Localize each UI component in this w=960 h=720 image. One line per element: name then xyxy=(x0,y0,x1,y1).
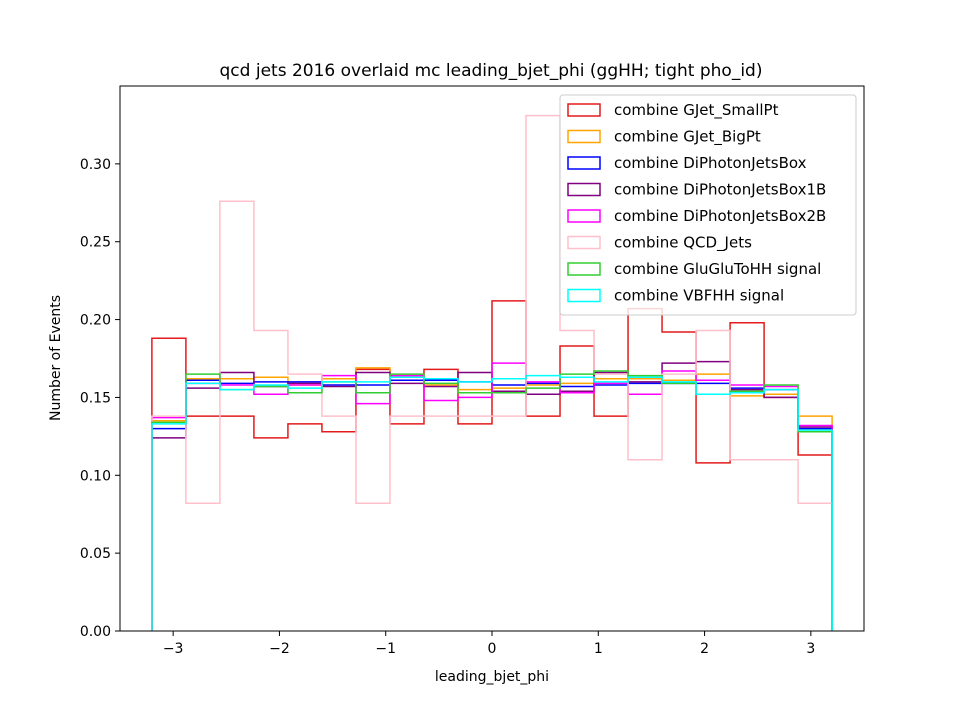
chart-title: qcd jets 2016 overlaid mc leading_bjet_p… xyxy=(220,61,763,81)
legend-swatch-2 xyxy=(567,156,601,170)
legend-swatch-1 xyxy=(567,129,601,144)
x-tick-label: 2 xyxy=(700,641,709,657)
x-tick-label: 0 xyxy=(488,641,497,657)
legend-swatch-3 xyxy=(567,182,601,197)
legend-swatch-6 xyxy=(567,262,601,276)
x-tick-label: −3 xyxy=(163,641,184,657)
y-tick-label: 0.15 xyxy=(80,390,111,406)
series-line-7 xyxy=(151,374,833,631)
x-axis-label: leading_bjet_phi xyxy=(435,669,549,685)
legend-label-4: combine DiPhotonJetsBox2B xyxy=(614,207,826,225)
y-tick-label: 0.10 xyxy=(80,468,111,484)
series-layer xyxy=(151,114,833,631)
legend-label-5: combine QCD_Jets xyxy=(614,234,752,253)
legend-label-1: combine GJet_BigPt xyxy=(614,128,761,147)
legend-swatch-4 xyxy=(567,209,601,223)
y-tick-label: 0.20 xyxy=(80,313,111,329)
y-axis-label: Number of Events xyxy=(48,295,64,421)
legend-label-0: combine GJet_SmallPt xyxy=(614,101,779,120)
legend-swatch-0 xyxy=(567,103,601,117)
x-axis: −3 −2 −1 0 1 2 3 xyxy=(163,631,815,657)
y-tick-label: 0.25 xyxy=(80,235,111,251)
legend-label-3: combine DiPhotonJetsBox1B xyxy=(614,181,826,199)
legend-label-7: combine VBFHH signal xyxy=(614,287,784,305)
x-tick-label: −2 xyxy=(269,641,290,657)
legend-swatch-7 xyxy=(567,288,601,303)
x-tick-label: 3 xyxy=(806,641,815,657)
y-tick-label: 0.30 xyxy=(80,157,111,173)
legend-label-6: combine GluGluToHH signal xyxy=(614,260,821,278)
legend-swatch-5 xyxy=(567,235,601,250)
y-axis: 0.00 0.05 0.10 0.15 0.20 0.25 0.30 xyxy=(80,157,120,640)
legend-label-2: combine DiPhotonJetsBox xyxy=(614,154,807,172)
x-tick-label: 1 xyxy=(594,641,603,657)
y-tick-label: 0.00 xyxy=(80,624,111,640)
legend-frame xyxy=(559,94,857,316)
y-tick-label: 0.05 xyxy=(80,546,111,562)
x-tick-label: −1 xyxy=(375,641,396,657)
series-line-5 xyxy=(151,114,833,631)
